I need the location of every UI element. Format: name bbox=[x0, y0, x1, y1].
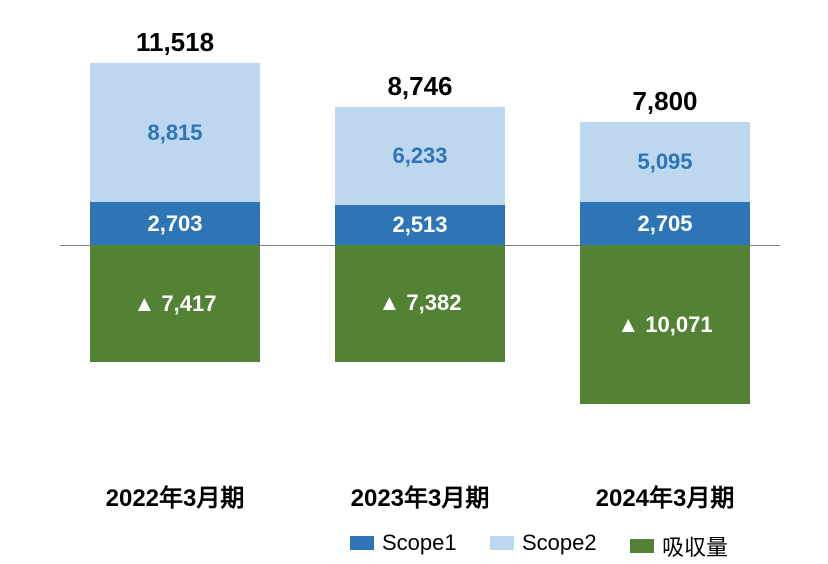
total-label: 8,746 bbox=[335, 71, 505, 102]
plot-area: 2,703 8,815 11,518 ▲ 7,417 2,513 6,233 8,746 ▲ … bbox=[60, 30, 780, 470]
category-label: 2023年3月期 bbox=[320, 478, 520, 513]
total-label: 11,518 bbox=[90, 27, 260, 58]
legend-item: Scope2 bbox=[490, 530, 597, 556]
value-label: 2,705 bbox=[580, 211, 750, 237]
legend-label: 吸収量 bbox=[662, 530, 728, 562]
value-label: ▲ 7,382 bbox=[335, 290, 505, 316]
category-label: 2022年3月期 bbox=[75, 478, 275, 513]
bar-group: 2,705 5,095 7,800 ▲ 10,071 bbox=[580, 30, 750, 470]
value-label: 5,095 bbox=[580, 149, 750, 175]
legend-item: 吸収量 bbox=[630, 530, 728, 562]
legend-swatch bbox=[630, 539, 654, 553]
emissions-chart: 2,703 8,815 11,518 ▲ 7,417 2,513 6,233 8,746 ▲ … bbox=[0, 0, 828, 564]
value-label: 2,703 bbox=[90, 211, 260, 237]
bar-group: 2,703 8,815 11,518 ▲ 7,417 bbox=[90, 30, 260, 470]
total-label: 7,800 bbox=[580, 86, 750, 117]
legend-label: Scope2 bbox=[522, 530, 597, 556]
legend-swatch bbox=[350, 536, 374, 550]
legend-item: Scope1 bbox=[350, 530, 457, 556]
legend-swatch bbox=[490, 536, 514, 550]
category-label: 2024年3月期 bbox=[565, 478, 765, 513]
value-label: 8,815 bbox=[90, 120, 260, 146]
value-label: ▲ 7,417 bbox=[90, 291, 260, 317]
legend-label: Scope1 bbox=[382, 530, 457, 556]
value-label: ▲ 10,071 bbox=[580, 312, 750, 338]
bar-group: 2,513 6,233 8,746 ▲ 7,382 bbox=[335, 30, 505, 470]
value-label: 6,233 bbox=[335, 143, 505, 169]
value-label: 2,513 bbox=[335, 212, 505, 238]
